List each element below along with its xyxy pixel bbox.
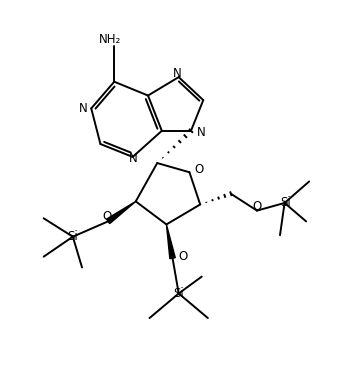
Text: O: O xyxy=(102,210,111,223)
Text: N: N xyxy=(173,67,182,80)
Polygon shape xyxy=(106,201,136,224)
Text: O: O xyxy=(253,201,262,213)
Text: NH₂: NH₂ xyxy=(99,33,121,46)
Text: O: O xyxy=(178,250,187,263)
Polygon shape xyxy=(166,224,175,259)
Text: N: N xyxy=(129,152,138,165)
Text: O: O xyxy=(195,163,204,176)
Text: Si: Si xyxy=(280,197,291,209)
Text: N: N xyxy=(79,102,87,115)
Text: N: N xyxy=(197,126,206,139)
Text: Si: Si xyxy=(173,287,184,300)
Text: Si: Si xyxy=(67,230,78,243)
